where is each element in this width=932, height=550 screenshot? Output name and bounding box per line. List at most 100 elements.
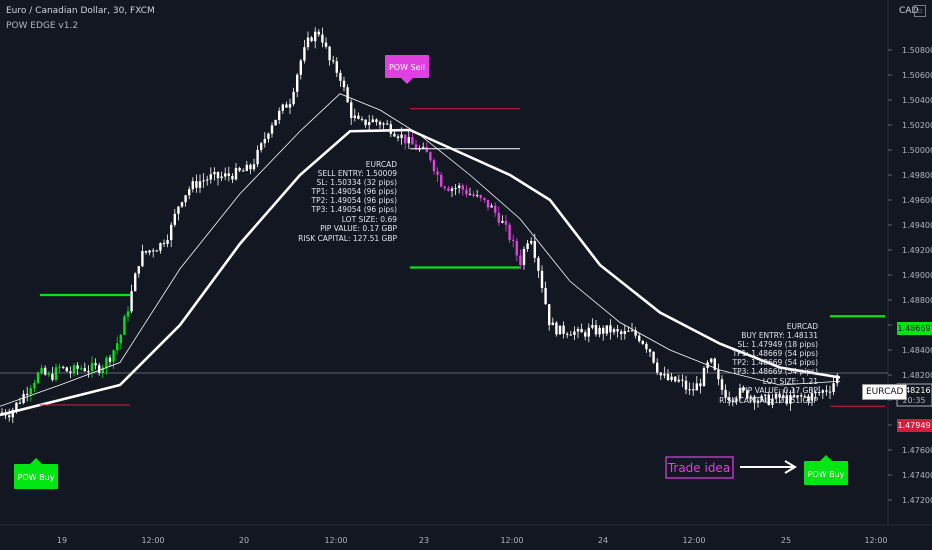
pow-sell-signal[interactable]: POW Sell xyxy=(385,55,429,84)
candle-body xyxy=(177,206,180,214)
candle-body xyxy=(753,396,756,403)
candle-body xyxy=(389,124,392,134)
time-tick-label: 23 xyxy=(419,536,429,545)
candle-body xyxy=(26,393,29,395)
time-axis[interactable]: 19 12:00 20 12:00 23 12:00 24 12:00 25 12:00 xyxy=(57,536,888,545)
candle-body xyxy=(324,42,328,47)
time-tick-label: 12:00 xyxy=(864,536,887,545)
candle-body xyxy=(720,379,724,390)
candle-body xyxy=(425,146,428,153)
candle-body xyxy=(785,395,788,404)
candle-body xyxy=(335,61,338,73)
candle-body xyxy=(245,164,248,171)
price-tick-label: 1.50400 xyxy=(902,96,932,105)
candle-body xyxy=(328,46,331,61)
candle-body xyxy=(18,402,22,404)
candle-body xyxy=(278,110,281,120)
price-tick-label: 1.47400 xyxy=(902,471,932,480)
candle-body xyxy=(65,367,68,372)
candle-body xyxy=(494,205,497,213)
candle-body xyxy=(508,224,511,240)
time-tick-label: 24 xyxy=(598,536,608,545)
sell-info-line: TP1: 1.49054 (96 pips) xyxy=(311,187,398,196)
candle-body xyxy=(454,187,457,189)
candle-body xyxy=(274,119,277,126)
candle-body xyxy=(490,205,493,208)
pow-buy-label: POW Buy xyxy=(808,470,845,479)
candle-body xyxy=(321,34,324,43)
trade-idea-annotation[interactable]: Trade idea xyxy=(665,456,797,479)
candle-body xyxy=(303,47,306,61)
candle-body xyxy=(62,366,65,368)
candle-body xyxy=(364,119,367,126)
candle-body xyxy=(796,395,799,398)
price-tick-label: 1.47600 xyxy=(902,446,932,455)
candle-body xyxy=(569,334,572,336)
candle-body xyxy=(530,241,533,244)
candle-body xyxy=(710,358,713,363)
candle-body xyxy=(141,251,144,267)
lines-layer xyxy=(0,93,841,417)
pow-buy-signal-left[interactable]: POW Buy xyxy=(14,458,58,489)
sell-info-line: SELL ENTRY: 1.50009 xyxy=(318,169,398,178)
buy-info-line: EURCAD xyxy=(787,322,818,331)
candle-body xyxy=(756,400,760,403)
candle-body xyxy=(702,368,706,387)
settings-icon[interactable]: ▫ xyxy=(914,5,926,17)
candle-body xyxy=(173,213,176,225)
candle-body xyxy=(526,243,529,249)
candle-body xyxy=(155,250,158,252)
price-tick-label: 1.48200 xyxy=(902,371,932,380)
candle-body xyxy=(350,102,353,119)
candle-body xyxy=(270,125,274,134)
time-tick-label: 25 xyxy=(781,536,791,545)
candle-body xyxy=(724,389,727,398)
candle-body xyxy=(213,171,216,175)
candle-body xyxy=(573,331,576,335)
candle-body xyxy=(742,387,745,391)
candle-body xyxy=(810,393,814,401)
candle-body xyxy=(411,137,414,145)
candle-body xyxy=(803,396,806,398)
candle-body xyxy=(695,383,698,391)
candle-body xyxy=(598,327,601,335)
candle-body xyxy=(782,395,785,398)
candle-body xyxy=(501,220,504,223)
candle-body xyxy=(170,224,173,241)
candle-body xyxy=(566,333,569,335)
candle-body xyxy=(645,343,648,350)
candle-body xyxy=(353,115,356,119)
candle-body xyxy=(638,335,641,342)
candle-body xyxy=(677,379,680,382)
sell-info-box: EURCAD SELL ENTRY: 1.50009 SL: 1.50334 (… xyxy=(298,160,397,243)
candle-body xyxy=(148,250,151,253)
candle-body xyxy=(47,373,50,375)
candle-body xyxy=(594,325,598,335)
candle-body xyxy=(422,146,425,149)
candle-body xyxy=(605,325,608,334)
candle-body xyxy=(630,330,634,332)
candle-body xyxy=(738,387,742,399)
price-tick-label: 1.48400 xyxy=(902,346,932,355)
sell-info-line: TP2: 1.49054 (96 pips) xyxy=(311,196,398,205)
candle-body xyxy=(299,60,302,75)
time-tick-label: 20 xyxy=(239,536,249,545)
candle-body xyxy=(522,248,526,265)
candle-body xyxy=(11,410,14,418)
candle-body xyxy=(116,343,119,351)
candle-body xyxy=(126,311,130,317)
candle-body xyxy=(378,122,382,125)
candle-body xyxy=(134,273,137,292)
candle-body xyxy=(238,167,241,171)
candle-body xyxy=(818,391,821,393)
price-tick-label: 1.50800 xyxy=(902,46,932,55)
pow-buy-signal-right[interactable]: POW Buy xyxy=(804,455,848,485)
candle-body xyxy=(162,243,166,245)
candle-body xyxy=(306,37,310,48)
candle-body xyxy=(634,330,637,336)
candle-body xyxy=(602,327,605,334)
sell-info-line: EURCAD xyxy=(366,160,397,169)
pow-sell-label: POW Sell xyxy=(389,63,425,72)
